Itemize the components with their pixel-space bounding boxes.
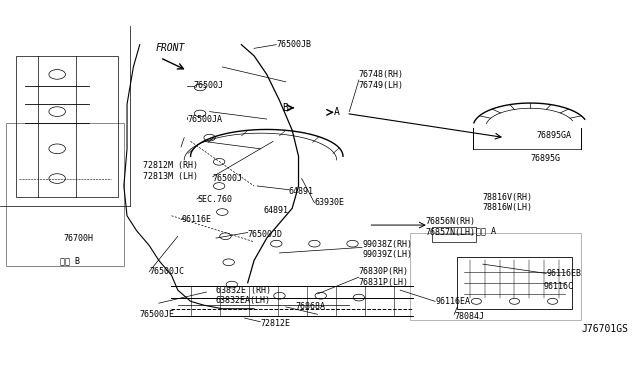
Text: SEC.760: SEC.760 [197, 195, 232, 203]
Text: 76895GA: 76895GA [537, 131, 572, 140]
Text: 96116E: 96116E [181, 215, 211, 224]
Text: 78816V(RH)
78816W(LH): 78816V(RH) 78816W(LH) [483, 193, 532, 212]
Text: 76830P(RH)
76831P(LH): 76830P(RH) 76831P(LH) [359, 267, 409, 287]
Text: 76500JD: 76500JD [248, 230, 283, 239]
Text: FRONT: FRONT [156, 44, 185, 53]
Text: J76701GS: J76701GS [581, 324, 628, 334]
Text: 矢視 B: 矢視 B [60, 256, 81, 265]
Text: 63930E: 63930E [314, 198, 344, 207]
Text: 76748(RH)
76749(LH): 76748(RH) 76749(LH) [359, 70, 404, 90]
Text: 76500JE: 76500JE [140, 310, 175, 319]
Text: 76500JC: 76500JC [149, 267, 184, 276]
Bar [6, 123, 124, 266]
Text: 99038Z(RH)
99039Z(LH): 99038Z(RH) 99039Z(LH) [362, 240, 412, 259]
Text: 76868A: 76868A [295, 302, 325, 311]
Text: 76500JB: 76500JB [276, 40, 311, 49]
Text: 矢視 A: 矢視 A [476, 226, 497, 235]
Text: 76895G: 76895G [531, 154, 561, 163]
Bar [432, 227, 476, 242]
Text: A: A [333, 107, 339, 116]
Text: 96116EA: 96116EA [435, 297, 470, 306]
Text: 76700H: 76700H [63, 234, 93, 243]
Bar [458, 257, 572, 309]
Text: 64891: 64891 [289, 187, 314, 196]
Text: 96116C: 96116C [543, 282, 573, 291]
Text: 76500JA: 76500JA [188, 115, 222, 124]
Text: 76500J: 76500J [194, 81, 224, 90]
Text: 64891: 64891 [264, 206, 289, 215]
Text: 72812E: 72812E [260, 319, 291, 328]
Text: 76500J: 76500J [212, 174, 243, 183]
Text: 72812M (RH)
72813M (LH): 72812M (RH) 72813M (LH) [143, 161, 198, 181]
Text: B: B [283, 103, 289, 113]
Text: 96116EB: 96116EB [546, 269, 581, 278]
Text: 63832E (RH)
63832EA(LH): 63832E (RH) 63832EA(LH) [216, 286, 271, 305]
Text: 76856N(RH)
76857N(LH): 76856N(RH) 76857N(LH) [426, 217, 476, 237]
Text: 78084J: 78084J [454, 312, 484, 321]
Bar [16, 56, 118, 197]
